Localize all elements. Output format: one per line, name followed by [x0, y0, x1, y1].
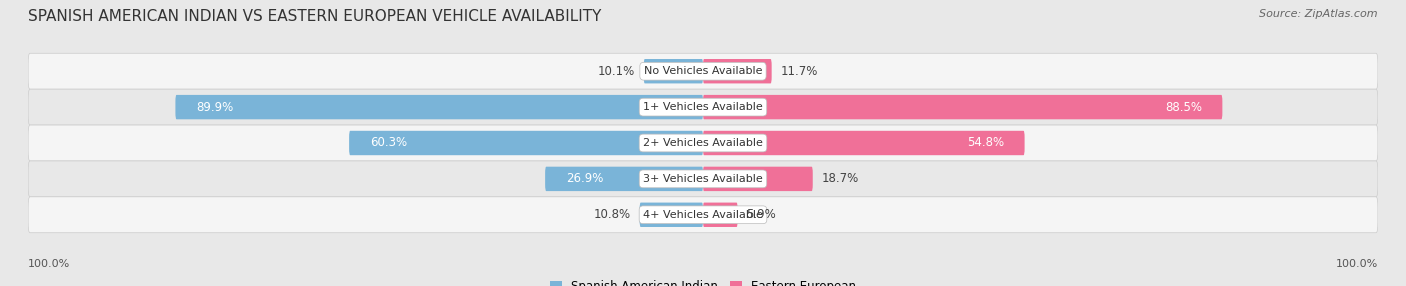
FancyBboxPatch shape [703, 131, 1025, 155]
FancyBboxPatch shape [640, 202, 703, 227]
FancyBboxPatch shape [703, 167, 813, 191]
Text: 10.8%: 10.8% [593, 208, 631, 221]
FancyBboxPatch shape [28, 53, 1378, 89]
Text: 54.8%: 54.8% [967, 136, 1004, 150]
Text: 60.3%: 60.3% [370, 136, 406, 150]
Text: 3+ Vehicles Available: 3+ Vehicles Available [643, 174, 763, 184]
FancyBboxPatch shape [644, 59, 703, 84]
Text: 1+ Vehicles Available: 1+ Vehicles Available [643, 102, 763, 112]
FancyBboxPatch shape [28, 161, 1378, 197]
FancyBboxPatch shape [546, 167, 703, 191]
Legend: Spanish American Indian, Eastern European: Spanish American Indian, Eastern Europea… [546, 276, 860, 286]
FancyBboxPatch shape [28, 89, 1378, 125]
Text: 100.0%: 100.0% [28, 259, 70, 269]
Text: 11.7%: 11.7% [780, 65, 818, 78]
Text: 5.9%: 5.9% [747, 208, 776, 221]
Text: 2+ Vehicles Available: 2+ Vehicles Available [643, 138, 763, 148]
Text: 100.0%: 100.0% [1336, 259, 1378, 269]
Text: Source: ZipAtlas.com: Source: ZipAtlas.com [1260, 9, 1378, 19]
Text: 88.5%: 88.5% [1164, 101, 1202, 114]
FancyBboxPatch shape [349, 131, 703, 155]
Text: SPANISH AMERICAN INDIAN VS EASTERN EUROPEAN VEHICLE AVAILABILITY: SPANISH AMERICAN INDIAN VS EASTERN EUROP… [28, 9, 602, 23]
FancyBboxPatch shape [703, 59, 772, 84]
FancyBboxPatch shape [28, 125, 1378, 161]
Text: 26.9%: 26.9% [565, 172, 603, 185]
Text: 18.7%: 18.7% [821, 172, 859, 185]
FancyBboxPatch shape [703, 95, 1222, 119]
FancyBboxPatch shape [28, 197, 1378, 233]
Text: 10.1%: 10.1% [598, 65, 636, 78]
FancyBboxPatch shape [703, 202, 738, 227]
Text: No Vehicles Available: No Vehicles Available [644, 66, 762, 76]
Text: 89.9%: 89.9% [195, 101, 233, 114]
FancyBboxPatch shape [176, 95, 703, 119]
Text: 4+ Vehicles Available: 4+ Vehicles Available [643, 210, 763, 220]
